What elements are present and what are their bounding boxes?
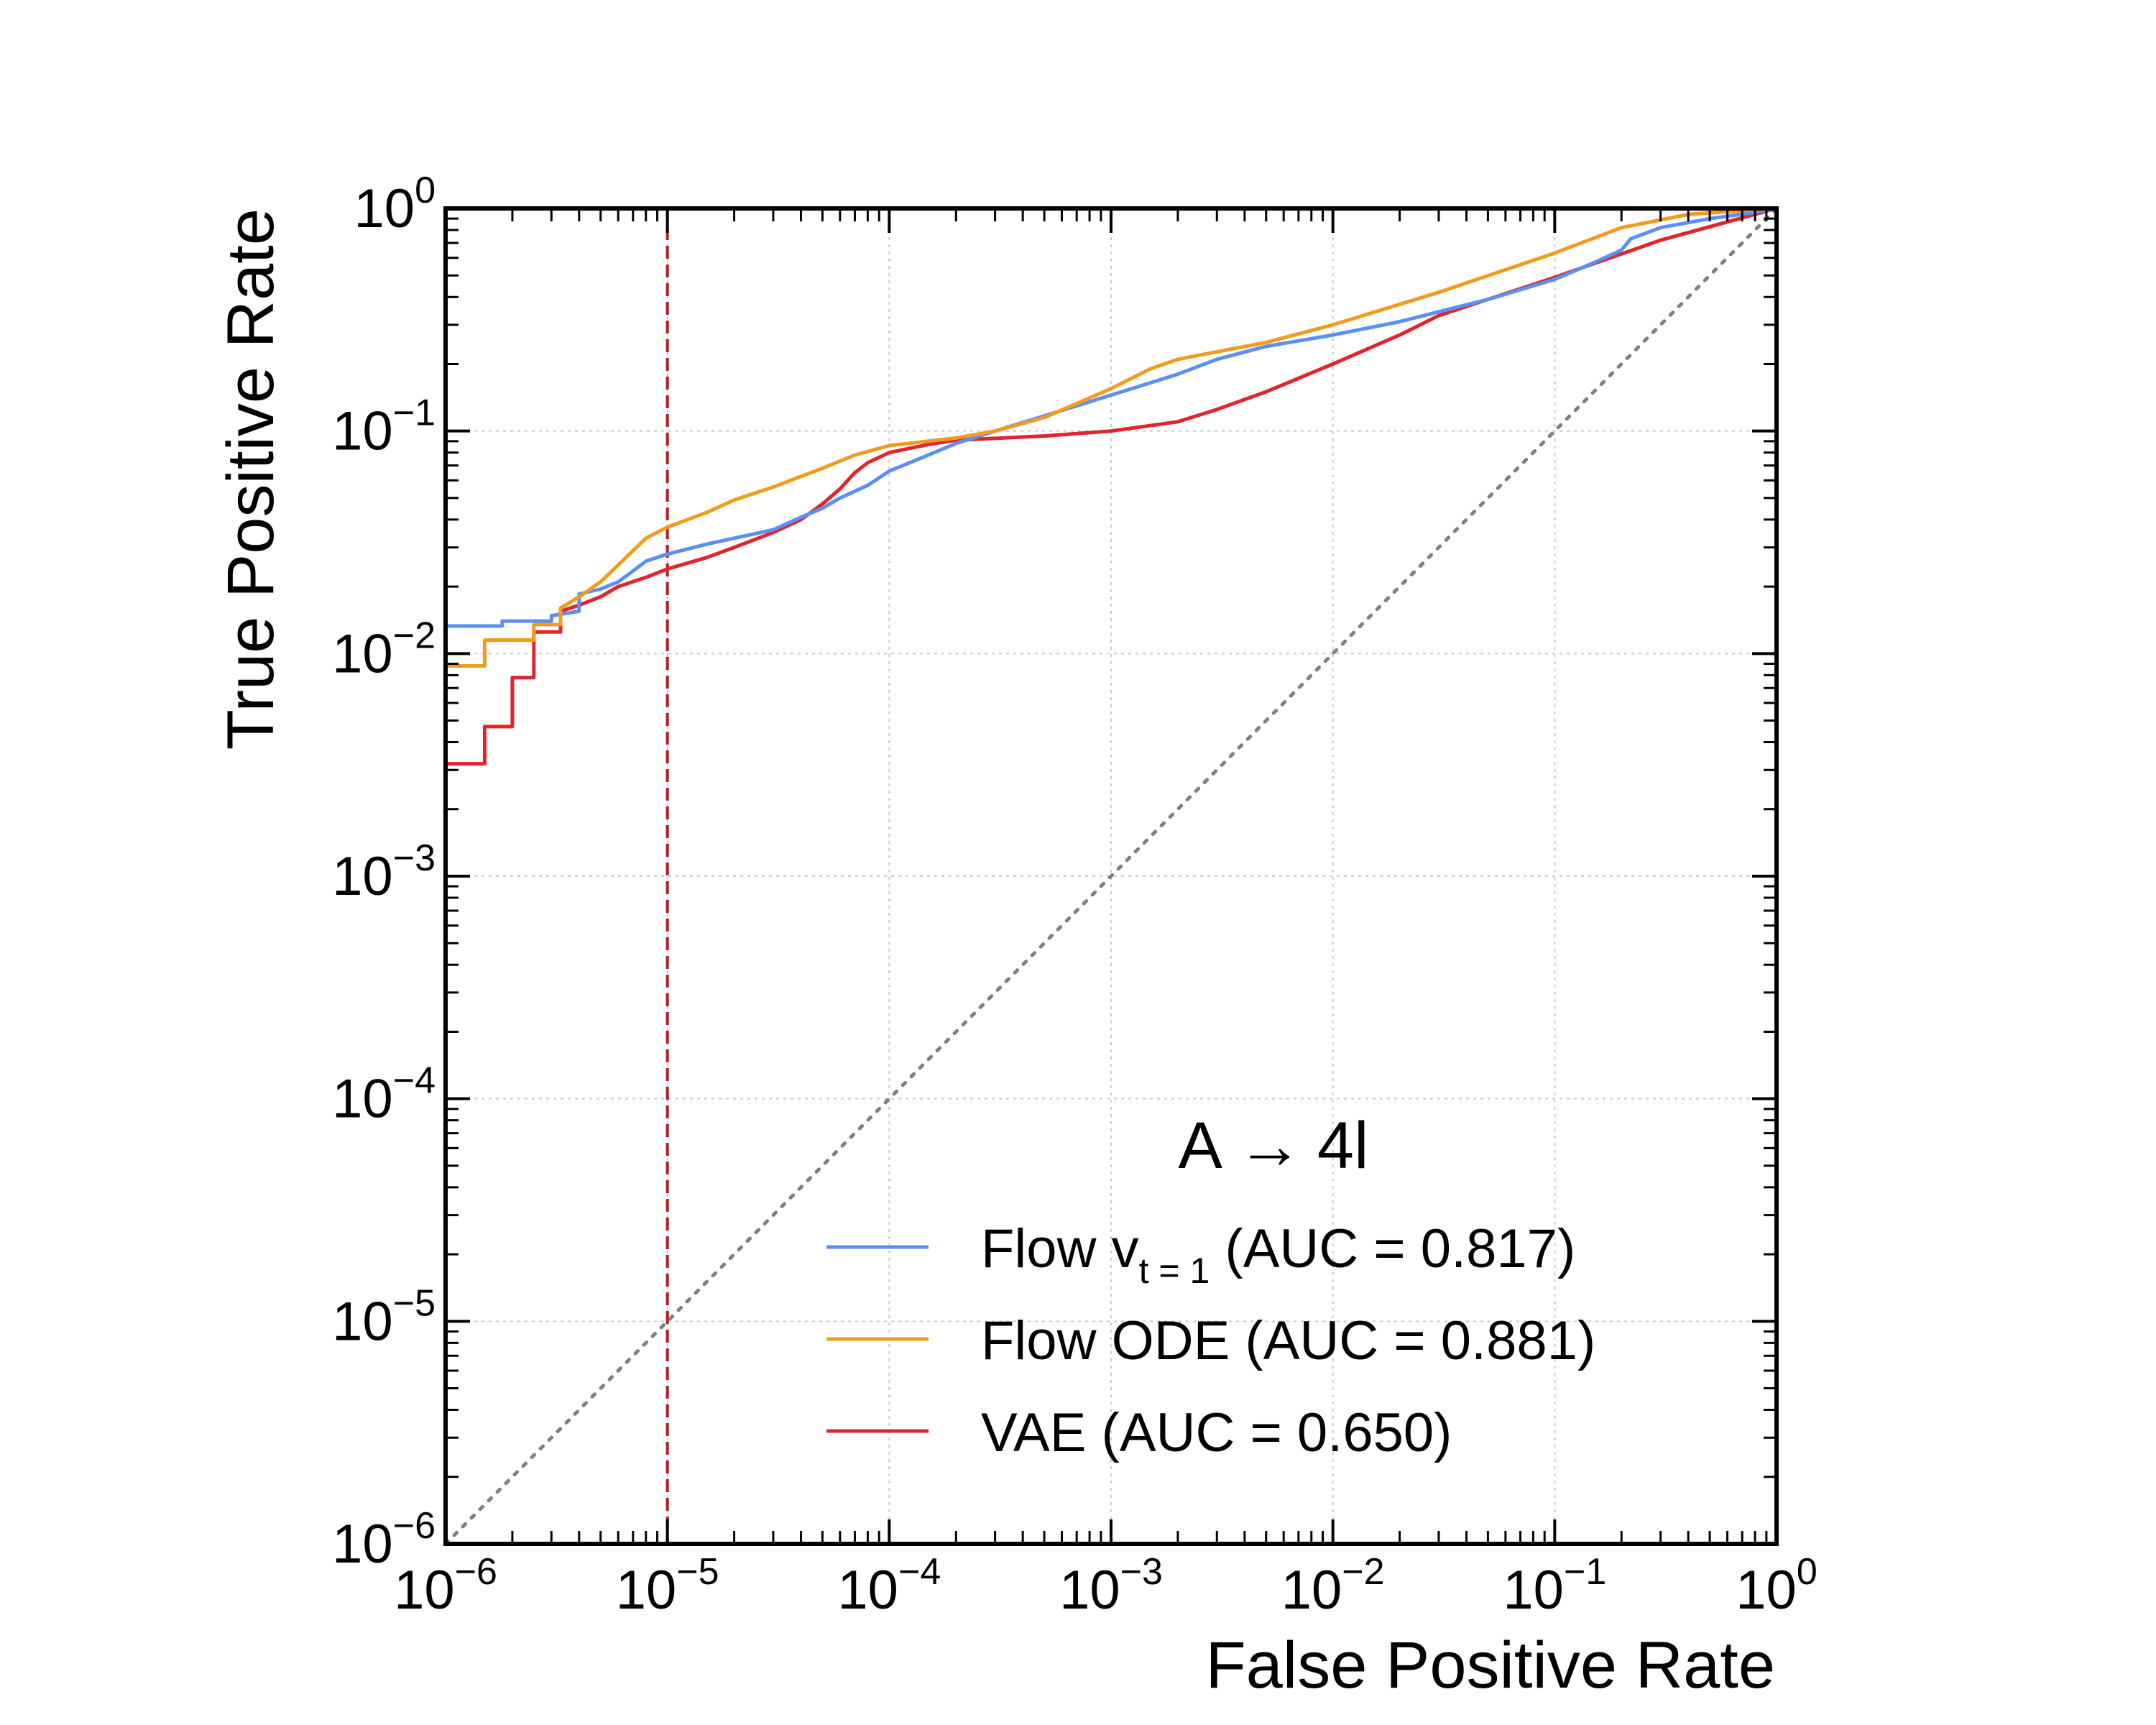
x-tick-base: 10 <box>1281 1560 1342 1621</box>
legend-label: VAE (AUC = 0.650) <box>981 1402 1452 1463</box>
legend-label: Flow vt = 1 (AUC = 0.817) <box>981 1218 1575 1291</box>
y-tick-label: 10−5 <box>332 1282 436 1352</box>
x-tick-label: 10−3 <box>1059 1551 1163 1621</box>
x-tick-label: 10−2 <box>1281 1551 1385 1621</box>
y-axis-title: True Positive Rate <box>214 208 287 750</box>
x-tick-exponent: −1 <box>1564 1551 1606 1593</box>
y-tick-exponent: −2 <box>393 615 436 656</box>
y-tick-exponent: −5 <box>393 1282 436 1324</box>
x-tick-base: 10 <box>837 1560 898 1621</box>
y-tick-exponent: −3 <box>393 837 436 879</box>
x-tick-exponent: −6 <box>455 1551 497 1593</box>
x-tick-label: 10−4 <box>837 1551 941 1621</box>
y-tick-exponent: −1 <box>393 392 436 434</box>
y-tick-label: 10−3 <box>332 837 436 907</box>
x-tick-label: 10−5 <box>616 1551 719 1621</box>
y-tick-label: 10−1 <box>332 392 436 462</box>
y-tick-label: 10−6 <box>332 1505 436 1575</box>
y-tick-label: 100 <box>354 170 436 239</box>
plot-frame <box>443 206 1779 1546</box>
x-tick-label: 10−1 <box>1503 1551 1606 1621</box>
y-tick-exponent: 0 <box>415 170 436 211</box>
x-tick-base: 10 <box>1736 1560 1797 1621</box>
series-group <box>446 206 1777 766</box>
x-tick-label: 10−6 <box>394 1551 497 1621</box>
y-tick-label: 10−4 <box>332 1060 436 1130</box>
x-tick-exponent: −3 <box>1120 1551 1163 1593</box>
channel-annotation: A → 4l <box>1179 1109 1369 1182</box>
x-tick-base: 10 <box>394 1560 455 1621</box>
random-classifier-line <box>443 206 1779 1546</box>
x-tick-label: 100 <box>1736 1551 1817 1621</box>
arrow-icon: → <box>1237 1109 1303 1182</box>
x-tick-exponent: −2 <box>1342 1551 1384 1593</box>
annotation-prefix: A <box>1179 1109 1223 1182</box>
legend-label-name: Flow v <box>981 1218 1139 1279</box>
x-tick-exponent: −5 <box>676 1551 719 1593</box>
y-tick-base: 10 <box>332 846 393 907</box>
y-tick-base: 10 <box>332 1291 393 1352</box>
y-tick-base: 10 <box>332 1069 393 1130</box>
legend-label-auc: (AUC = 0.650) <box>1086 1402 1452 1463</box>
series-line-flow-ode <box>446 206 1777 668</box>
y-tick-base: 10 <box>332 401 393 462</box>
legend-label: Flow ODE (AUC = 0.881) <box>981 1310 1595 1371</box>
y-tick-label: 10−2 <box>332 615 436 684</box>
x-tick-base: 10 <box>1059 1560 1120 1621</box>
x-axis-title: False Positive Rate <box>1205 1629 1775 1702</box>
x-tick-exponent: 0 <box>1797 1551 1818 1593</box>
series-line-vae <box>446 206 1777 766</box>
legend-label-name: VAE <box>981 1402 1086 1463</box>
x-tick-labels: 10−6 10−5 10−4 10−3 10−2 10−1 100 <box>394 1551 1818 1621</box>
legend-label-auc: (AUC = 0.881) <box>1230 1310 1595 1371</box>
reference-lines <box>443 206 1779 1546</box>
y-tick-exponent: −6 <box>393 1505 436 1547</box>
legend-label-auc: (AUC = 0.817) <box>1210 1218 1575 1279</box>
legend-label-name: Flow ODE <box>981 1310 1230 1371</box>
x-tick-base: 10 <box>616 1560 677 1621</box>
legend-label-subscript: t = 1 <box>1139 1251 1210 1291</box>
y-tick-base: 10 <box>332 1514 393 1575</box>
y-tick-base: 10 <box>354 178 415 239</box>
y-tick-base: 10 <box>332 623 393 684</box>
legend: Flow vt = 1 (AUC = 0.817) Flow ODE (AUC =… <box>826 1218 1595 1463</box>
annotation-suffix: 4l <box>1317 1109 1369 1182</box>
y-tick-exponent: −4 <box>393 1060 436 1102</box>
x-tick-exponent: −4 <box>898 1551 941 1593</box>
x-tick-base: 10 <box>1503 1560 1564 1621</box>
